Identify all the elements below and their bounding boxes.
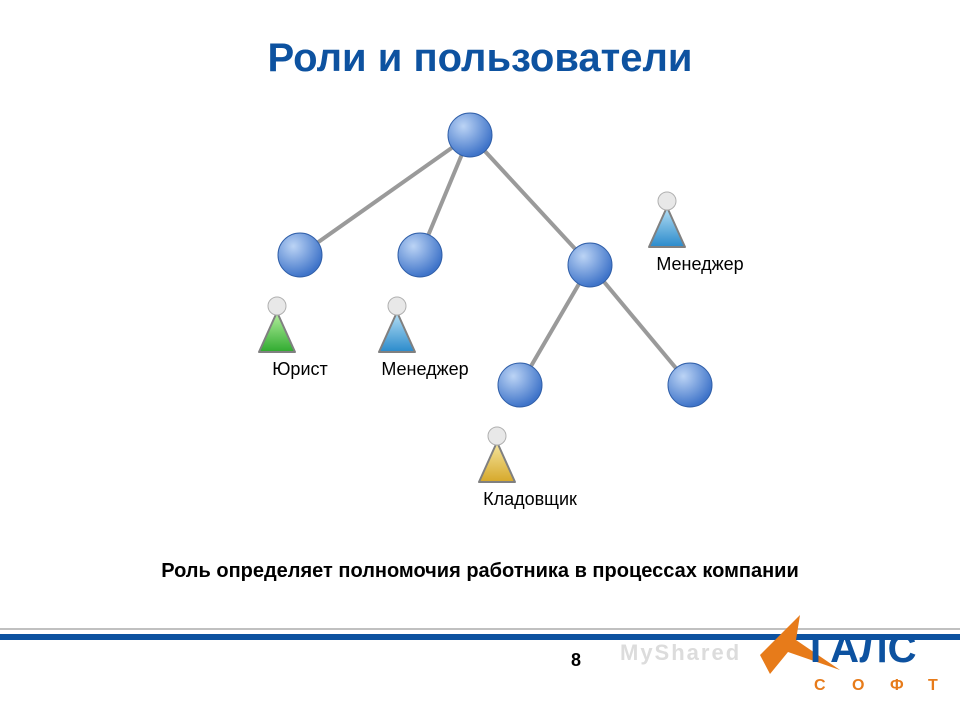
tree-node bbox=[668, 363, 712, 407]
watermark: MyShared bbox=[620, 640, 741, 666]
svg-text:Ф: Ф bbox=[890, 677, 904, 694]
user-label: Менеджер bbox=[656, 254, 743, 274]
page-number: 8 bbox=[571, 650, 581, 671]
tree-node bbox=[278, 233, 322, 277]
user-label: Менеджер bbox=[381, 359, 468, 379]
slide: Роли и пользователи Юрист Менеджер Менедже… bbox=[0, 0, 960, 720]
svg-text:О: О bbox=[852, 677, 864, 694]
roles-tree-diagram: Юрист Менеджер Менеджер Кладовщик bbox=[170, 95, 790, 515]
user-icon bbox=[649, 192, 685, 247]
user-label: Кладовщик bbox=[483, 489, 577, 509]
tree-node bbox=[568, 243, 612, 287]
page-title: Роли и пользователи bbox=[0, 36, 960, 81]
user-icon bbox=[379, 297, 415, 352]
tree-node bbox=[448, 113, 492, 157]
svg-text:С: С bbox=[814, 677, 826, 694]
tree-node bbox=[398, 233, 442, 277]
user-icon bbox=[479, 427, 515, 482]
svg-text:ГАЛС: ГАЛС bbox=[810, 627, 916, 671]
user-icon bbox=[259, 297, 295, 352]
tree-node bbox=[498, 363, 542, 407]
svg-text:Т: Т bbox=[928, 677, 938, 694]
subtitle: Роль определяет полномочия работника в п… bbox=[0, 560, 960, 583]
user-label: Юрист bbox=[272, 359, 328, 379]
company-logo: ГАЛС С О Ф Т bbox=[760, 610, 950, 705]
